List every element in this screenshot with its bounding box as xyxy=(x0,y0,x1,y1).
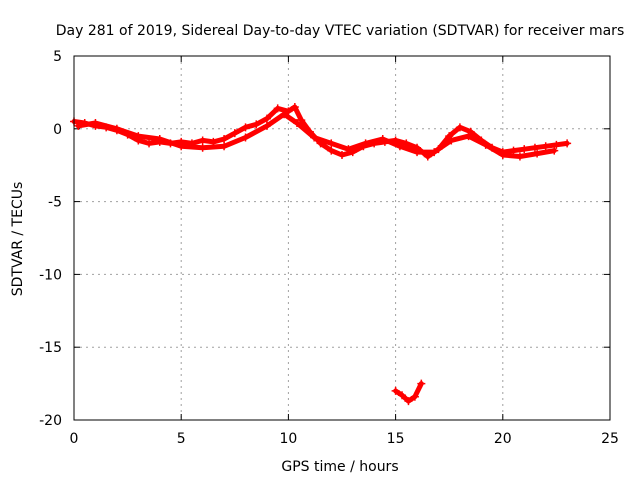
data-point xyxy=(481,140,490,149)
data-point xyxy=(447,136,456,145)
data-point xyxy=(338,151,346,160)
data-point xyxy=(280,110,289,119)
data-point xyxy=(413,148,422,157)
data-point xyxy=(404,397,413,406)
data-point xyxy=(563,139,572,148)
data-point xyxy=(198,143,207,152)
data-point xyxy=(509,146,518,155)
data-point xyxy=(74,121,83,130)
data-point xyxy=(284,107,293,116)
data-point xyxy=(252,120,261,129)
data-point xyxy=(220,134,229,143)
data-point xyxy=(241,123,250,132)
x-tick-label: 15 xyxy=(387,431,405,447)
data-point xyxy=(398,391,407,400)
plot-frame xyxy=(73,55,611,421)
axis-ticks: 0 5 10 15 20 25 5 0 -5 -10 -15 -20 xyxy=(39,49,619,447)
data-point xyxy=(520,145,529,154)
data-point xyxy=(220,142,229,151)
data-series xyxy=(70,102,572,406)
data-point xyxy=(155,134,164,143)
data-point xyxy=(262,114,271,123)
x-tick-label: 10 xyxy=(279,431,297,447)
data-point xyxy=(198,136,207,145)
data-point xyxy=(530,143,539,152)
data-point xyxy=(541,142,550,151)
y-tick-label: -15 xyxy=(39,340,62,356)
y-tick-label: 5 xyxy=(53,49,62,65)
data-point xyxy=(515,152,524,161)
chart-title: Day 281 of 2019, Sidereal Day-to-day VTE… xyxy=(56,23,624,39)
x-tick-label: 20 xyxy=(494,431,512,447)
data-point xyxy=(262,121,271,130)
data-point xyxy=(290,102,299,111)
data-point xyxy=(134,132,143,141)
data-point xyxy=(498,151,507,160)
data-point xyxy=(112,124,121,133)
data-point xyxy=(466,127,475,136)
data-point xyxy=(464,132,473,141)
data-point xyxy=(445,132,454,141)
y-tick-label: -20 xyxy=(39,413,62,429)
data-point xyxy=(310,133,319,142)
data-point xyxy=(327,139,336,148)
data-point xyxy=(391,386,400,395)
x-tick-label: 25 xyxy=(601,431,619,447)
data-point xyxy=(361,139,370,148)
data-point xyxy=(145,139,154,148)
data-point xyxy=(455,123,464,132)
data-point xyxy=(395,142,404,151)
data-point xyxy=(177,142,186,151)
x-tick-label: 0 xyxy=(70,431,79,447)
data-point xyxy=(91,118,100,127)
y-tick-label: -5 xyxy=(48,195,62,211)
data-point xyxy=(297,116,306,125)
data-point xyxy=(273,104,282,113)
data-point xyxy=(552,140,561,149)
data-point xyxy=(241,133,250,142)
data-point xyxy=(410,392,419,401)
y-axis-label: SDTVAR / TECUs xyxy=(10,182,26,297)
x-axis-label: GPS time / hours xyxy=(281,459,398,475)
y-tick-label: -10 xyxy=(39,267,62,283)
x-tick-label: 5 xyxy=(177,431,186,447)
data-point xyxy=(417,379,426,388)
y-tick-label: 0 xyxy=(53,122,62,138)
data-point xyxy=(327,146,336,155)
data-point xyxy=(292,118,301,127)
data-point xyxy=(533,149,542,158)
data-point xyxy=(378,134,387,143)
data-point xyxy=(550,146,559,155)
data-point xyxy=(344,145,353,154)
grid-lines xyxy=(74,56,610,420)
data-point xyxy=(430,148,439,157)
data-point xyxy=(230,129,239,138)
